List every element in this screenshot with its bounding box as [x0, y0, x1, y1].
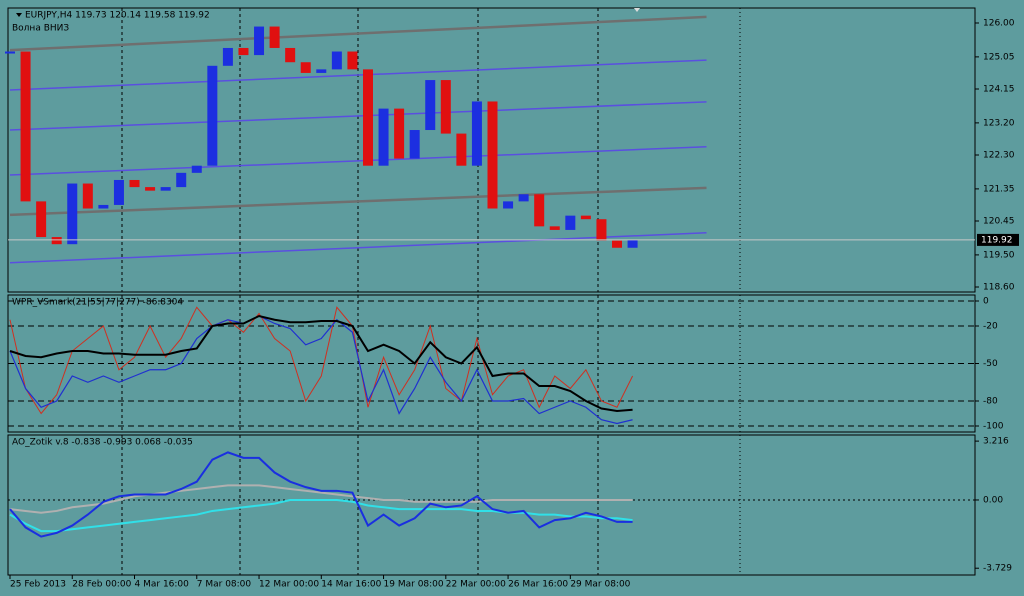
candle — [534, 194, 545, 227]
indicator-line — [9, 315, 633, 425]
y-tick-label: 0.00 — [983, 495, 1003, 505]
indicator-line — [9, 314, 633, 413]
candle — [612, 240, 623, 248]
candle — [51, 237, 62, 245]
y-tick-label: 122.30 — [983, 150, 1015, 160]
trend-line — [9, 146, 707, 176]
y-tick-label: -80 — [983, 397, 998, 407]
y-tick-label: 121.35 — [983, 184, 1015, 194]
x-tick-label: 12 Mar 00:00 — [259, 580, 319, 590]
ao-panel — [7, 434, 976, 576]
x-tick-label: 14 Mar 16:00 — [321, 580, 381, 590]
candle — [378, 108, 389, 166]
y-tick-label: 0 — [983, 297, 989, 307]
x-tick-label: 25 Feb 2013 — [10, 580, 66, 590]
x-tick-label: 19 Mar 08:00 — [384, 580, 444, 590]
y-tick-label: -20 — [983, 322, 998, 332]
x-tick-label: 22 Mar 00:00 — [446, 580, 506, 590]
candle — [549, 226, 560, 230]
candle — [596, 219, 607, 241]
menu-arrow[interactable] — [16, 13, 22, 17]
y-tick-label: -100 — [983, 422, 1004, 432]
wpr-title: WPR_VSmark(21|55|77|277) -86.8304 — [12, 298, 183, 308]
candle — [425, 80, 436, 131]
candle — [627, 239, 638, 248]
candle — [191, 165, 202, 173]
y-tick-label: 120.45 — [983, 217, 1015, 227]
candle — [160, 187, 171, 191]
candle — [285, 47, 296, 63]
trend-line — [9, 232, 707, 264]
y-tick-label: 118.60 — [983, 283, 1015, 293]
indicator-line — [9, 306, 634, 415]
candle — [5, 51, 15, 54]
candle — [471, 101, 482, 166]
candle — [67, 183, 78, 245]
candle — [565, 215, 576, 230]
last-price-label: 119.92 — [981, 235, 1013, 245]
trend-line — [9, 59, 707, 91]
x-tick-label: 28 Feb 00:00 — [72, 580, 131, 590]
trend-line — [9, 186, 707, 217]
y-tick-label: 123.20 — [983, 118, 1015, 128]
candle — [238, 47, 249, 56]
y-tick-label: 3.216 — [983, 437, 1009, 447]
candle — [409, 130, 420, 159]
y-tick-label: -3.729 — [983, 564, 1012, 574]
candle — [331, 51, 342, 70]
candle — [347, 51, 358, 70]
candle — [222, 47, 233, 66]
candle — [456, 133, 467, 166]
x-tick-label: 26 Mar 16:00 — [508, 580, 568, 590]
candle — [269, 26, 280, 48]
candle — [82, 183, 93, 209]
candle — [487, 101, 498, 209]
symbol-header: EURJPY,H4 119.73 120.14 119.58 119.92 — [25, 11, 210, 21]
x-tick-label: 4 Mar 16:00 — [135, 580, 190, 590]
candle — [394, 108, 405, 159]
candle — [580, 215, 591, 220]
last-price-box — [977, 233, 1019, 246]
y-tick-label: -50 — [983, 359, 998, 369]
candle — [518, 194, 529, 202]
ao-title: AO_Zotik v.8 -0.838 -0.993 0.068 -0.035 — [12, 438, 193, 448]
trend-line — [9, 101, 707, 131]
x-tick-label: 29 Mar 08:00 — [570, 580, 630, 590]
candle — [129, 179, 140, 188]
indicator-note: Волна ВНИЗ — [12, 24, 69, 34]
indicator-line — [9, 484, 633, 514]
y-tick-label: 125.05 — [983, 52, 1015, 62]
y-tick-label: 124.15 — [983, 84, 1015, 94]
x-tick-label: 7 Mar 08:00 — [197, 580, 252, 590]
y-tick-label: 126.00 — [983, 18, 1015, 28]
candle — [316, 69, 327, 73]
candle — [300, 62, 311, 73]
candle — [207, 65, 218, 166]
candle — [145, 187, 156, 191]
candle — [98, 204, 109, 209]
candle — [36, 201, 47, 238]
candle — [20, 51, 31, 202]
candle — [503, 201, 514, 209]
candle — [176, 172, 187, 188]
shift-marker — [634, 8, 640, 12]
candle — [254, 26, 265, 56]
y-tick-label: 119.50 — [983, 250, 1015, 260]
indicator-line — [9, 451, 633, 538]
indicator-line — [9, 498, 633, 533]
price-panel — [7, 7, 976, 293]
candle — [362, 69, 373, 166]
candle — [113, 179, 124, 205]
trend-line — [9, 15, 707, 52]
candle — [440, 80, 451, 134]
